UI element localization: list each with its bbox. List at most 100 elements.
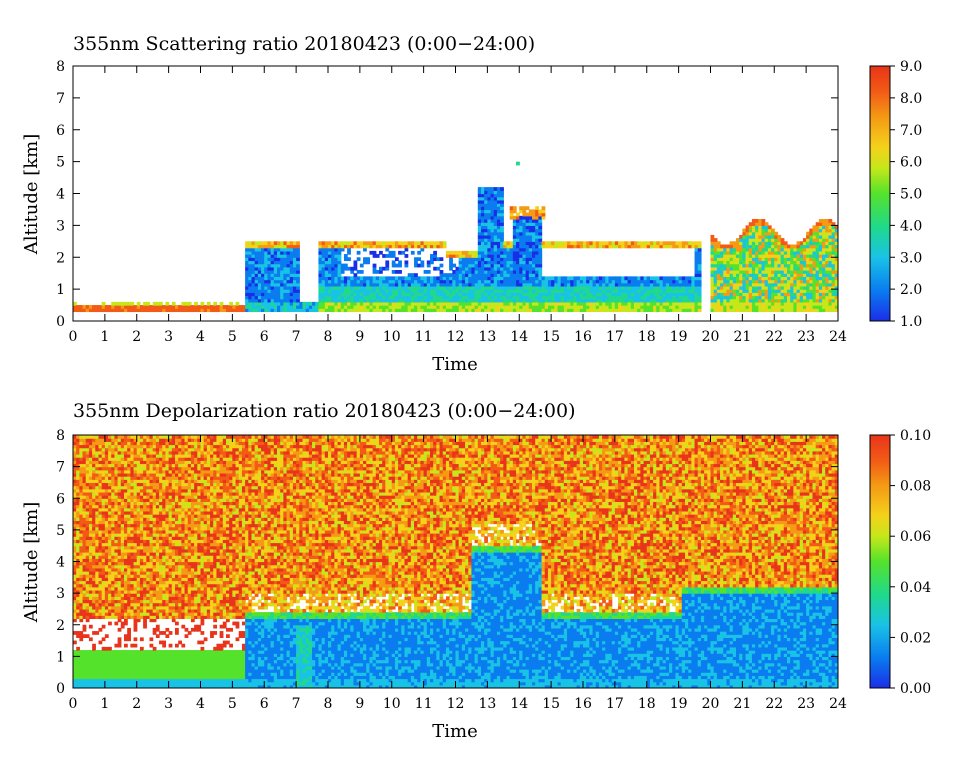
heat-cell: [828, 298, 833, 303]
heat-cell: [88, 624, 93, 629]
heat-cell: [512, 257, 517, 262]
heat-cell: [280, 247, 284, 252]
heat-cell: [500, 247, 504, 252]
heat-cell: [547, 244, 552, 249]
heat-cell: [286, 282, 291, 287]
heat-cell: [85, 533, 90, 537]
heat-cell: [286, 244, 291, 249]
heat-cell: [790, 247, 794, 252]
heat-cell: [82, 659, 87, 664]
heat-cell: [528, 289, 533, 293]
heat-cell: [124, 308, 128, 313]
heat-cell: [98, 545, 103, 550]
heat-cell: [525, 244, 530, 249]
heat-cell: [88, 583, 93, 588]
heat-cell: [519, 234, 524, 239]
heat-cell: [385, 244, 390, 249]
heat-cell: [538, 219, 543, 223]
heat-cell: [277, 282, 281, 287]
heat-cell: [736, 257, 740, 262]
heat-cell: [343, 254, 348, 258]
heat-cell: [777, 263, 782, 268]
heat-cell: [758, 257, 763, 262]
heat-cell: [720, 289, 724, 293]
heat-cell: [366, 308, 371, 313]
heat-cell: [567, 289, 571, 293]
heat-cell: [780, 276, 785, 281]
colorbar-scattering: [869, 65, 891, 322]
heat-cell: [573, 241, 578, 246]
heat-cell: [277, 254, 281, 258]
heat-cell: [321, 305, 326, 309]
heat-cell: [716, 273, 721, 277]
heat-cell: [493, 225, 498, 230]
heat-cell: [79, 476, 84, 480]
heat-cell: [496, 234, 501, 239]
heat-cell: [92, 558, 96, 563]
heat-cell: [213, 308, 218, 313]
heat-cell: [825, 238, 830, 242]
heat-cell: [796, 266, 801, 271]
heat-cell: [736, 273, 740, 277]
heat-cell: [73, 529, 77, 534]
heat-cell: [576, 244, 581, 249]
heat-cell: [787, 247, 791, 252]
heat-cell: [356, 298, 361, 303]
heat-cell: [643, 244, 648, 249]
heat-cell: [92, 552, 96, 556]
heat-cell: [328, 289, 332, 293]
heat-cell: [697, 254, 702, 258]
heat-cell: [104, 675, 109, 680]
heat-cell: [509, 209, 514, 214]
heat-cell: [92, 526, 96, 531]
heat-cell: [688, 301, 692, 306]
heat-cell: [468, 292, 473, 297]
heat-cell: [640, 292, 645, 297]
heat-cell: [321, 289, 326, 293]
heat-cell: [92, 653, 96, 657]
heat-cell: [493, 219, 498, 223]
heat-cell: [331, 273, 335, 277]
heat-cell: [394, 301, 399, 306]
heat-cell: [382, 279, 386, 284]
heat-cell: [251, 301, 256, 306]
heat-cell: [165, 301, 170, 306]
heat-cell: [525, 257, 530, 262]
heat-cell: [496, 276, 501, 281]
heat-cell: [828, 234, 833, 239]
heat-cell: [88, 472, 93, 477]
heat-cell: [92, 599, 96, 604]
heat-cell: [579, 244, 584, 249]
heat-cell: [656, 241, 661, 246]
heat-cell: [640, 298, 645, 303]
heat-cell: [831, 279, 836, 284]
heat-cell: [777, 234, 782, 239]
heat-cell: [831, 295, 836, 300]
heat-cell: [439, 305, 444, 309]
heat-cell: [630, 295, 635, 300]
heat-cell: [745, 254, 750, 258]
heat-cell: [350, 266, 355, 271]
heat-cell: [273, 308, 278, 313]
heat-cell: [477, 231, 482, 236]
heat-cell: [634, 301, 638, 306]
heat-cell: [646, 295, 651, 300]
heat-cell: [560, 276, 565, 281]
heat-cell: [216, 308, 221, 313]
heat-cell: [815, 305, 820, 309]
heat-cell: [500, 222, 504, 226]
heat-cell: [407, 295, 412, 300]
heat-cell: [267, 279, 272, 284]
heat-cell: [748, 231, 753, 236]
heat-cell: [815, 247, 820, 252]
heat-cell: [723, 270, 728, 274]
heat-cell: [796, 289, 801, 293]
heat-cell: [787, 257, 791, 262]
heat-cell: [442, 273, 447, 277]
heat-cell: [433, 301, 437, 306]
heat-cell: [302, 301, 307, 306]
heat-cell: [356, 250, 361, 255]
heat-cell: [777, 276, 782, 281]
heat-cell: [576, 289, 581, 293]
heat-cell: [586, 301, 590, 306]
